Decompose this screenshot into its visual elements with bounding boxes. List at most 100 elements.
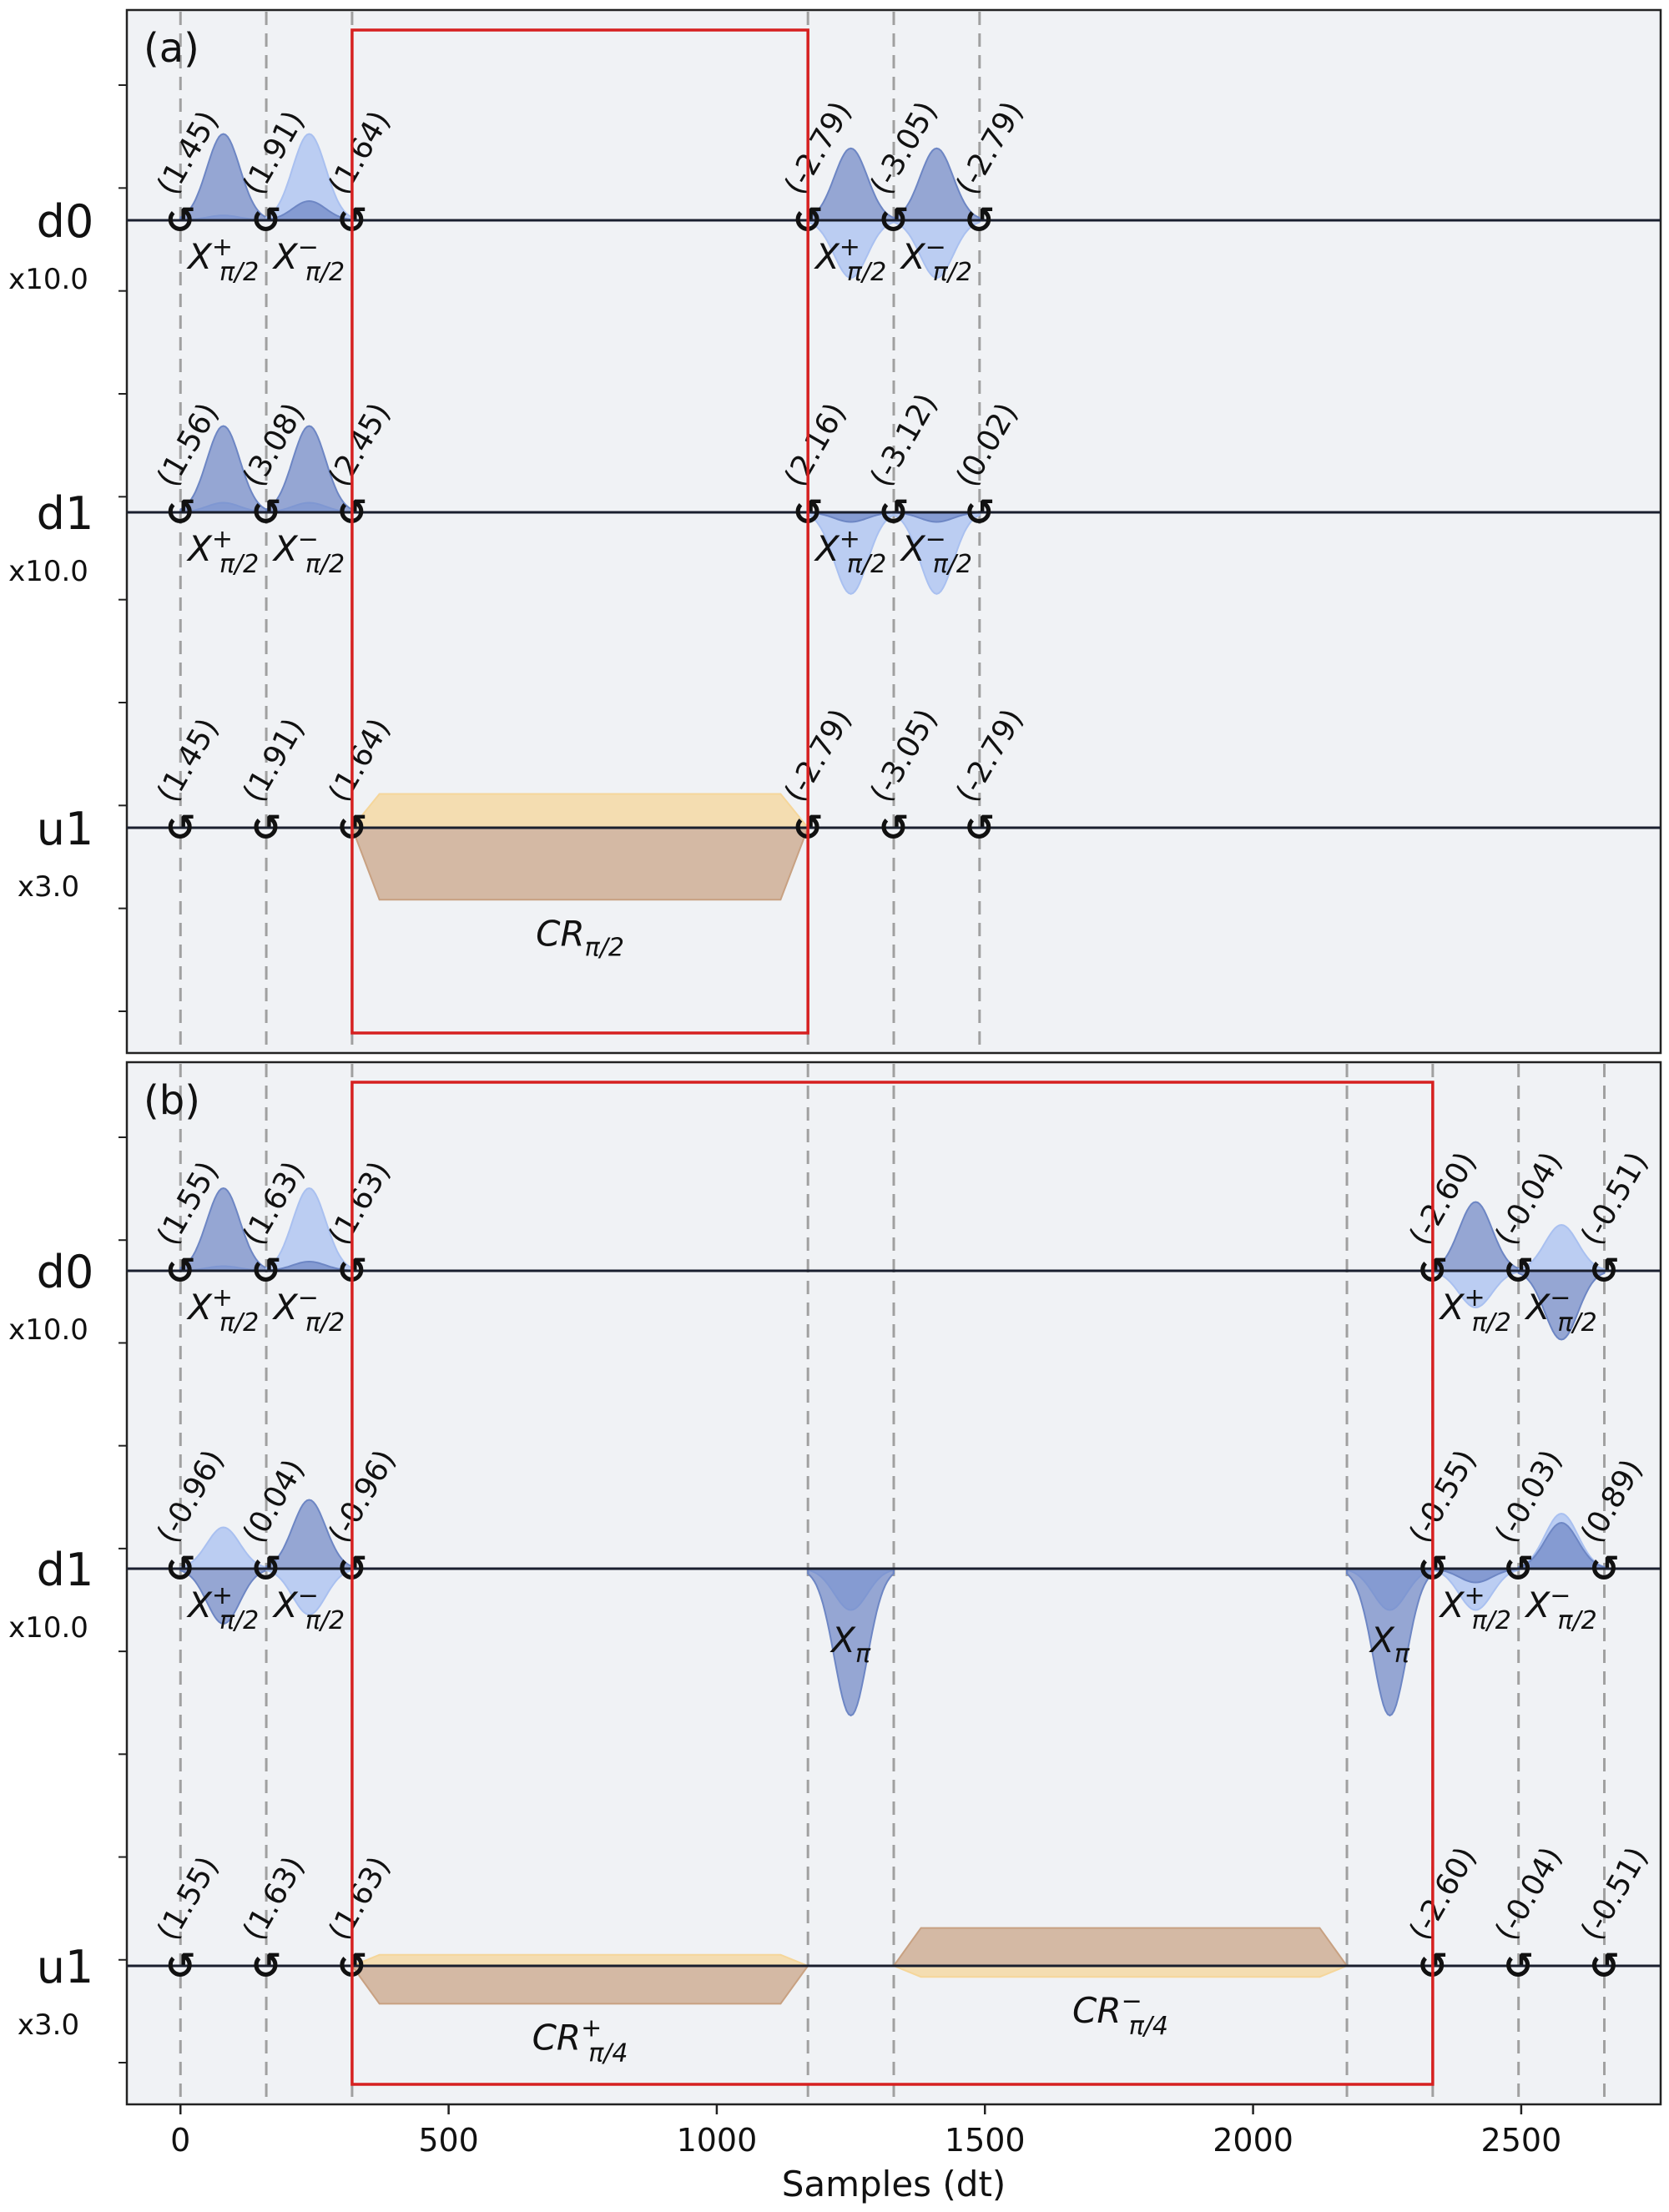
x-tick-label: 500 (418, 2122, 479, 2159)
gate-label: X+ π/2 (1439, 1581, 1511, 1635)
phase-shift-icon: ↺ (879, 199, 910, 242)
gate-label: X− π/2 (272, 233, 345, 287)
phase-shift-icon: ↺ (251, 807, 282, 849)
x-tick-label: 2000 (1213, 2122, 1293, 2159)
pulse-real (265, 1260, 353, 1272)
pulse-u1-0: CRπ/2 (350, 793, 810, 962)
pulse-real (1431, 1568, 1520, 1584)
channel-name: d1 (37, 487, 94, 540)
pulse-imag (893, 1965, 1348, 1978)
gate-label: X+ π/2 (186, 1581, 259, 1635)
phase-shift-icon: ↺ (165, 491, 196, 534)
phase-shift-icon: ↺ (1589, 1945, 1620, 1988)
pulse-d0-0: X+ π/2 (179, 133, 268, 287)
phase-shift-icon: ↺ (165, 1548, 196, 1590)
pulse-imag (1431, 1568, 1520, 1611)
pulse-d0-2: X+ π/2 (807, 147, 895, 287)
pulse-real (807, 511, 895, 523)
channel-name: d0 (37, 195, 94, 248)
pulse-real (179, 1187, 268, 1272)
pulse-d1-2: Xπ (807, 1568, 895, 1717)
pulse-real (807, 147, 895, 221)
pulse-real (807, 1568, 895, 1717)
schedule-frame-box (350, 28, 809, 1035)
pulse-d0-1: X− π/2 (265, 133, 353, 287)
phase-shift-icon: ↺ (251, 1548, 282, 1590)
phase-shift-icon: ↺ (1503, 1945, 1534, 1988)
phase-shift-icon: ↺ (964, 491, 995, 534)
channel-u1: CRπ/2↺(1.45)↺(1.91)↺(1.64)↺(-2.79)↺(-3.0… (18, 703, 1661, 962)
pulse-d1-4: X+ π/2 (1431, 1568, 1520, 1635)
pulse-real (179, 425, 268, 513)
pulse-imag (179, 1526, 268, 1570)
pulse-real (265, 1499, 353, 1570)
gate-label: CRπ/2 (536, 913, 624, 962)
pulse-real (892, 1927, 1349, 1967)
panel-tag: (b) (144, 1077, 200, 1124)
gate-label: X− π/2 (1525, 1581, 1597, 1635)
gate-label: X+ π/2 (186, 1283, 259, 1338)
pulse-imag (265, 133, 353, 221)
pulse-d1-0: X+ π/2 (179, 1526, 268, 1635)
gate-label: X− π/2 (900, 525, 972, 579)
pulse-real (179, 133, 268, 221)
channel-name: u1 (37, 803, 94, 855)
pulse-real (179, 1568, 268, 1625)
pulse-imag (350, 793, 810, 829)
pulse-d1-2: X+ π/2 (807, 511, 895, 595)
phase-shift-icon: ↺ (879, 491, 910, 534)
pulse-d1-3: Xπ (1345, 1568, 1434, 1717)
channel-name: d0 (37, 1246, 94, 1298)
channel-name: u1 (37, 1941, 94, 1993)
pulse-real (265, 425, 353, 513)
gate-label: CR+ π/4 (532, 2013, 628, 2068)
pulse-imag (893, 219, 981, 280)
gate-label: X− π/2 (272, 1581, 345, 1635)
pulse-real (1345, 1568, 1434, 1717)
phase-shift-icon: ↺ (165, 1250, 196, 1292)
pulse-imag (1431, 1270, 1520, 1309)
pulse-u1-0: CR+ π/4 (350, 1953, 810, 2068)
phase-shift-icon: ↺ (251, 491, 282, 534)
phase-shift-icon: ↺ (1503, 1250, 1534, 1292)
panel-tag: (a) (144, 25, 199, 72)
channel-scale: x10.0 (8, 555, 88, 588)
pulse-real (1431, 1201, 1520, 1272)
x-tick-label: 1000 (677, 2122, 758, 2159)
pulse-d0-3: X− π/2 (1517, 1223, 1606, 1341)
pulse-imag (1517, 1223, 1606, 1272)
pulse-real (893, 511, 981, 523)
pulse-d0-0: X+ π/2 (179, 1187, 268, 1338)
phase-shift-icon: ↺ (251, 1250, 282, 1292)
gate-label: X+ π/2 (186, 525, 259, 579)
pulse-real (265, 199, 353, 221)
phase-shift-icon: ↺ (1589, 1250, 1620, 1292)
phase-shift-icon: ↺ (165, 1945, 196, 1988)
schedule-frame-box (350, 1081, 1435, 2086)
pulse-d0-2: X+ π/2 (1431, 1201, 1520, 1338)
channel-scale: x10.0 (8, 1611, 88, 1645)
gate-label: X− π/2 (1525, 1283, 1597, 1338)
x-tick-label: 1500 (945, 2122, 1026, 2159)
phase-shift-icon: ↺ (1589, 1548, 1620, 1590)
phase-shift-icon: ↺ (879, 807, 910, 849)
pulse-real (893, 147, 981, 221)
pulse-imag (893, 511, 981, 595)
gate-label: X− π/2 (272, 525, 345, 579)
pulse-imag (807, 511, 895, 595)
pulse-d1-0: X+ π/2 (179, 425, 268, 579)
x-tick-label: 0 (170, 2122, 190, 2159)
channel-scale: x10.0 (8, 1313, 88, 1347)
phase-shift-icon: ↺ (165, 807, 196, 849)
gate-label: X+ π/2 (1439, 1283, 1511, 1338)
pulse-d1-3: X− π/2 (893, 511, 981, 595)
gate-label: Xπ (1369, 1620, 1410, 1669)
panel-1: X+ π/2 X− π/2 X+ π/2 X− π/2↺(1.55)↺(1.63)↺(1.63… (8, 1061, 1662, 2106)
phase-shift-icon: ↺ (251, 1945, 282, 1988)
x-axis-title: Samples (dt) (782, 2164, 1006, 2204)
channel-scale: x3.0 (18, 2008, 79, 2042)
phase-shift-icon: ↺ (964, 199, 995, 242)
pulse-d1-5: X− π/2 (1517, 1512, 1606, 1635)
gate-label: X+ π/2 (186, 233, 259, 287)
